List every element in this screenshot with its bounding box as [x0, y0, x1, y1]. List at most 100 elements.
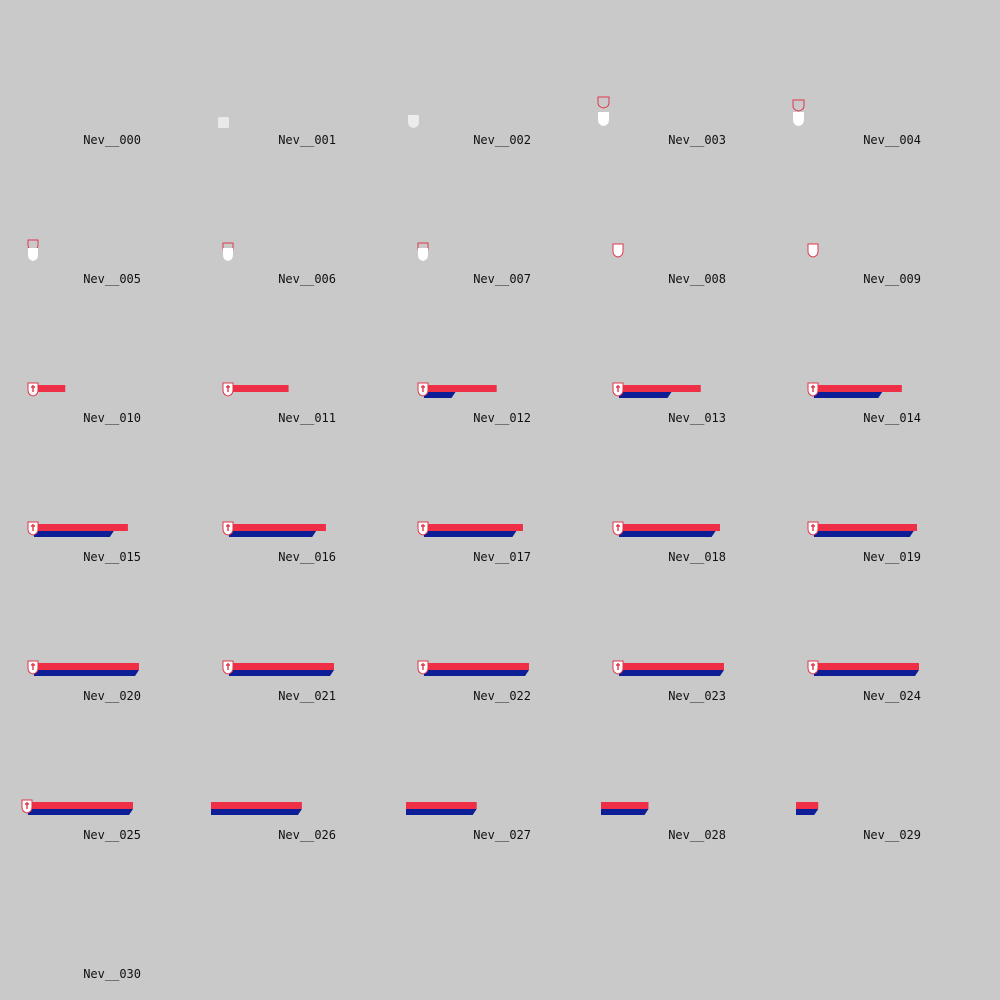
sprite-frame: Nev__023	[585, 556, 780, 703]
sprite-frame: Nev__003	[585, 0, 780, 147]
red-stripe	[38, 663, 139, 670]
blue-stripe	[229, 670, 334, 676]
shield-emblem	[417, 382, 429, 397]
sprite-frame: Nev__016	[195, 417, 390, 564]
frame-art	[408, 115, 419, 128]
shield-outline	[597, 96, 610, 109]
frame-art	[796, 802, 819, 815]
shield-emblem	[27, 382, 39, 397]
frame-label: Nev__028	[668, 828, 726, 842]
blue-stripe	[814, 531, 914, 537]
shield-cross-icon	[811, 663, 815, 670]
frame-label: Nev__027	[473, 828, 531, 842]
shield-cross-icon	[616, 663, 620, 670]
blue-stripe	[424, 670, 529, 676]
shield-shape	[612, 243, 624, 258]
sprite-frame: Nev__002	[390, 0, 585, 147]
frame-art	[27, 660, 139, 676]
frame-label: Nev__014	[863, 411, 921, 425]
shield-cross-icon	[31, 663, 35, 670]
red-stripe	[818, 524, 917, 531]
frame-art	[807, 382, 902, 398]
shield-emblem	[27, 660, 39, 675]
frame-label: Nev__010	[83, 411, 141, 425]
blue-stripe	[814, 392, 883, 398]
sprite-frame: Nev__005	[0, 139, 195, 286]
shield-emblem	[222, 660, 234, 675]
frame-label: Nev__005	[83, 272, 141, 286]
shield-emblem	[807, 382, 819, 397]
red-stripe	[406, 802, 477, 809]
frame-label: Nev__022	[473, 689, 531, 703]
frame-label: Nev__019	[863, 550, 921, 564]
frame-label: Nev__007	[473, 272, 531, 286]
shield-emblem	[612, 243, 624, 258]
shield-cross-icon	[811, 385, 815, 392]
sprite-frame: Nev__008	[585, 139, 780, 286]
sprite-frame: Nev__006	[195, 139, 390, 286]
shield-emblem	[612, 382, 624, 397]
blue-stripe	[28, 809, 133, 815]
red-stripe	[818, 385, 902, 392]
sprite-frame: Nev__011	[195, 278, 390, 425]
shield-cross-icon	[421, 663, 425, 670]
frame-art	[597, 96, 610, 126]
shield-emblem	[27, 521, 39, 536]
sprite-frame: Nev__014	[780, 278, 975, 425]
blue-stripe	[34, 531, 114, 537]
red-stripe	[233, 524, 326, 531]
frame-label: Nev__006	[278, 272, 336, 286]
shield-shape	[218, 117, 229, 128]
blue-stripe	[619, 531, 716, 537]
sprite-frame: Nev__012	[390, 278, 585, 425]
frame-label: Nev__016	[278, 550, 336, 564]
frame-label: Nev__023	[668, 689, 726, 703]
frame-label: Nev__025	[83, 828, 141, 842]
red-stripe	[818, 663, 919, 670]
frame-label: Nev__030	[83, 967, 141, 981]
shield-emblem	[417, 660, 429, 675]
shield-cross-icon	[226, 385, 230, 392]
shield-shape	[418, 248, 428, 261]
frame-art	[612, 660, 724, 676]
sprite-frame: Nev__017	[390, 417, 585, 564]
shield-emblem	[612, 660, 624, 675]
red-stripe	[38, 524, 128, 531]
frame-art	[612, 382, 701, 398]
shield-cross-icon	[226, 663, 230, 670]
blue-stripe	[424, 392, 456, 398]
sprite-frame: Nev__018	[585, 417, 780, 564]
shield-cross-icon	[616, 524, 620, 531]
sprite-frame: Nev__010	[0, 278, 195, 425]
frame-label: Nev__013	[668, 411, 726, 425]
frame-label: Nev__004	[863, 133, 921, 147]
shield-emblem	[222, 382, 234, 397]
blue-stripe	[406, 809, 477, 815]
red-stripe	[233, 663, 334, 670]
shield-emblem	[417, 521, 429, 536]
shield-emblem	[807, 521, 819, 536]
frame-art	[222, 660, 334, 676]
blue-stripe	[211, 809, 302, 815]
frame-art	[792, 99, 805, 126]
frame-label: Nev__024	[863, 689, 921, 703]
shield-emblem	[612, 521, 624, 536]
red-stripe	[623, 663, 724, 670]
sprite-frame: Nev__024	[780, 556, 975, 703]
sprite-frame: Nev__030	[0, 834, 195, 981]
frame-art	[21, 799, 133, 815]
frame-label: Nev__008	[668, 272, 726, 286]
frame-art	[612, 521, 720, 537]
frame-art	[601, 802, 649, 815]
red-stripe	[32, 802, 133, 809]
sprite-frame: Nev__015	[0, 417, 195, 564]
sprite-frame: Nev__013	[585, 278, 780, 425]
frame-label: Nev__002	[473, 133, 531, 147]
frame-label: Nev__029	[863, 828, 921, 842]
frame-art	[222, 521, 326, 537]
sprite-frame: Nev__000	[0, 0, 195, 147]
frame-art	[222, 242, 234, 261]
shield-cross-icon	[616, 385, 620, 392]
frame-art	[612, 243, 624, 258]
